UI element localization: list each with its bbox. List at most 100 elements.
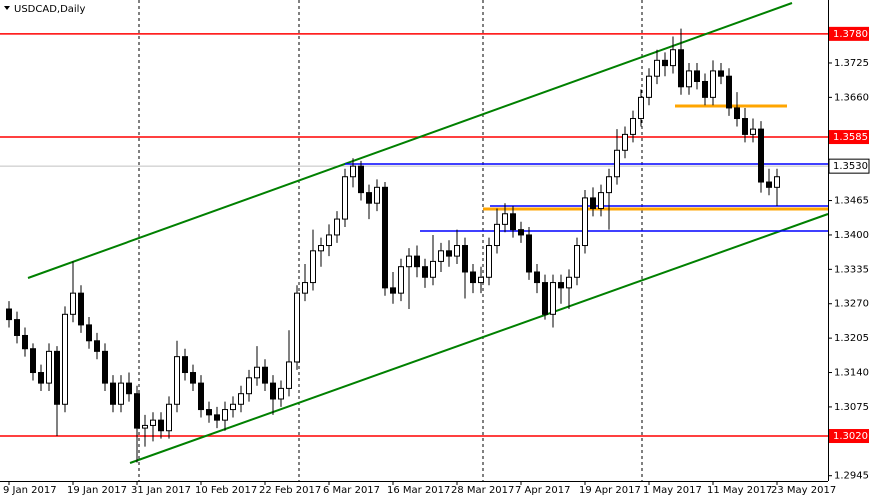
candle-body xyxy=(750,128,756,135)
candle-body xyxy=(518,229,524,236)
candle-body xyxy=(614,149,620,178)
candle-body xyxy=(318,245,324,252)
candle-body xyxy=(198,382,204,411)
candle-body xyxy=(438,250,444,262)
bid-label: 1.3530 xyxy=(833,161,868,172)
candle-body xyxy=(110,382,116,405)
period-separators xyxy=(138,0,643,481)
candle-body xyxy=(350,165,356,178)
x-tick-label: 9 Jan 2017 xyxy=(3,485,57,496)
candle-body xyxy=(310,250,316,284)
candle-body xyxy=(526,234,532,273)
level-label-box xyxy=(829,429,869,444)
candle-body xyxy=(326,234,332,247)
level-label: 1.3780 xyxy=(833,29,868,40)
y-tick-label: 1.3205 xyxy=(834,333,869,344)
candle-body xyxy=(262,366,268,384)
candle-body xyxy=(446,250,452,257)
candle-body xyxy=(294,292,300,363)
y-tick-label: 1.3335 xyxy=(834,264,869,275)
candle-body xyxy=(598,192,604,209)
candle-body xyxy=(230,403,236,411)
candle-body xyxy=(758,128,764,183)
x-tick-label: 11 May 2017 xyxy=(707,485,772,496)
candle-body xyxy=(486,245,492,278)
candle-body xyxy=(254,366,260,379)
candle-body xyxy=(54,350,60,405)
candle-body xyxy=(686,70,692,88)
candle-body xyxy=(462,245,468,273)
candle-body xyxy=(718,70,724,77)
x-tick-label: 31 Jan 2017 xyxy=(131,485,191,496)
candle-body xyxy=(766,181,772,188)
candle-body xyxy=(70,292,76,315)
x-tick-label: 22 Feb 2017 xyxy=(259,485,321,496)
y-tick-label: 1.3660 xyxy=(834,92,869,103)
level-label: 1.3020 xyxy=(833,431,868,442)
candle-body xyxy=(158,419,164,432)
candle-body xyxy=(742,118,748,135)
menu-icon[interactable] xyxy=(4,6,10,10)
candle-body xyxy=(630,118,636,135)
candles xyxy=(6,28,780,463)
candle-body xyxy=(278,387,284,400)
candle-body xyxy=(102,350,108,384)
y-tick-label: 1.3140 xyxy=(834,368,869,379)
candle-body xyxy=(174,356,180,405)
candle-body xyxy=(6,308,12,321)
y-tick-label: 1.3465 xyxy=(834,196,869,207)
candle-body xyxy=(150,419,156,426)
candle-body xyxy=(22,334,28,350)
candle-body xyxy=(638,96,644,120)
candle-body xyxy=(142,424,148,429)
candle-body xyxy=(694,70,700,82)
candle-body xyxy=(374,186,380,204)
candle-body xyxy=(166,403,172,432)
candle-body xyxy=(358,165,364,194)
x-tick-label: 16 Mar 2017 xyxy=(387,485,450,496)
candle-body xyxy=(270,382,276,400)
candle-body xyxy=(190,372,196,384)
candle-body xyxy=(14,319,20,336)
candle-body xyxy=(454,245,460,257)
levels xyxy=(0,33,828,437)
y-tick-label: 1.3075 xyxy=(834,402,869,413)
lower-trendline xyxy=(129,213,829,464)
bid-label-box xyxy=(828,158,870,174)
candle-body xyxy=(478,276,484,284)
candle-body xyxy=(238,393,244,405)
candle-body xyxy=(94,340,100,352)
candle-body xyxy=(550,282,556,315)
y-tick-label: 1.3725 xyxy=(834,58,869,69)
candle-body xyxy=(654,59,660,77)
candle-body xyxy=(214,414,220,421)
candle-body xyxy=(622,133,628,151)
candle-body xyxy=(646,75,652,98)
candle-body xyxy=(606,176,612,194)
candle-body xyxy=(510,213,516,231)
upper-trendline xyxy=(27,2,793,279)
candle-body xyxy=(206,409,212,416)
candle-body xyxy=(702,80,708,98)
candle-body xyxy=(382,186,388,289)
candle-body xyxy=(726,75,732,109)
level-label-box xyxy=(829,26,869,41)
candle-body xyxy=(246,377,252,395)
candle-body xyxy=(30,348,36,374)
level-label: 1.3585 xyxy=(833,132,868,143)
candle-body xyxy=(62,313,68,405)
y-tick-label: 1.3400 xyxy=(834,230,869,241)
candle-body xyxy=(710,70,716,98)
candle-body xyxy=(542,282,548,315)
candle-body xyxy=(470,271,476,284)
candle-body xyxy=(670,49,676,67)
candle-body xyxy=(134,393,140,429)
y-tick-label: 1.3270 xyxy=(834,299,869,310)
level-label-box xyxy=(829,130,869,145)
candle-body xyxy=(574,245,580,278)
x-tick-label: 10 Feb 2017 xyxy=(195,485,257,496)
candle-body xyxy=(126,382,132,395)
x-tick-label: 28 Mar 2017 xyxy=(451,485,514,496)
candle-body xyxy=(286,361,292,389)
